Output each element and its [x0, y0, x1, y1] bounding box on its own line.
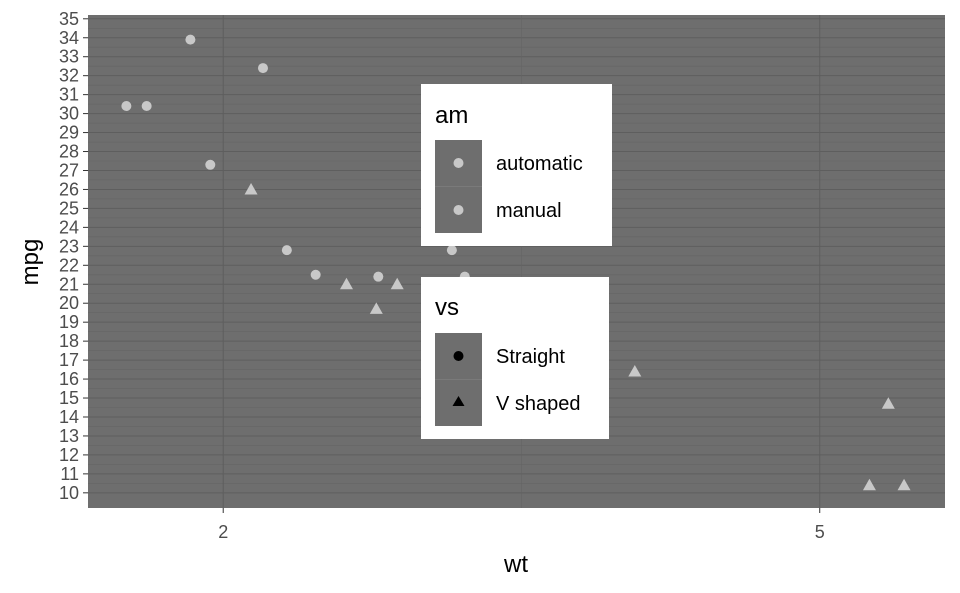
y-tick-label: 25	[59, 198, 79, 218]
y-tick-label: 16	[59, 369, 79, 389]
legend-am-title: am	[435, 102, 468, 129]
y-tick-label: 32	[59, 66, 79, 86]
y-tick-label: 22	[59, 255, 79, 275]
legend-am-key-manual-symbol	[453, 205, 464, 215]
y-tick-label: 21	[59, 274, 79, 294]
y-tick-label: 29	[59, 123, 79, 143]
data-point-triangle	[862, 478, 876, 491]
data-point-circle	[446, 245, 457, 256]
x-tick-label: 5	[815, 522, 825, 542]
data-point-triangle	[369, 302, 383, 314]
y-tick-label: 30	[59, 104, 79, 124]
data-point-circle	[373, 271, 384, 282]
data-point-circle	[121, 101, 132, 112]
legend-am-label-automatic: automatic	[496, 153, 583, 175]
data-point-triangle	[390, 277, 404, 290]
y-tick-label: 19	[59, 312, 79, 332]
data-point-circle	[257, 63, 268, 74]
y-tick-label: 26	[59, 179, 79, 199]
legend-vs-key-straight-symbol	[453, 351, 464, 361]
y-axis-title: mpg	[17, 239, 44, 286]
y-tick-label: 17	[59, 350, 79, 370]
y-tick-label: 31	[59, 85, 79, 105]
data-point-circle	[310, 269, 321, 280]
data-point-triangle	[628, 364, 642, 377]
data-point-triangle	[244, 182, 258, 195]
data-point-circle	[185, 34, 196, 45]
y-tick-label: 20	[59, 293, 79, 313]
data-point-triangle	[339, 277, 353, 290]
y-tick-label: 15	[59, 388, 79, 408]
y-tick-label: 10	[59, 483, 79, 503]
y-tick-label: 12	[59, 445, 79, 465]
data-point-circle	[141, 101, 152, 112]
legend-vs-title: vs	[435, 294, 459, 321]
legend-vs-label-straight: Straight	[496, 346, 565, 368]
data-point-circle	[205, 159, 216, 170]
legend-am-label-manual: manual	[496, 200, 562, 222]
legend-am: am automatic manual	[421, 84, 612, 246]
y-tick-label: 23	[59, 236, 79, 256]
y-tick-label: 28	[59, 142, 79, 162]
y-tick-label: 24	[59, 217, 79, 237]
data-point-triangle	[881, 397, 895, 409]
y-tick-label: 27	[59, 160, 79, 180]
y-tick-label: 18	[59, 331, 79, 351]
data-points	[121, 34, 911, 491]
y-axis: 1011121314151617181920212223242526272829…	[59, 9, 88, 503]
y-tick-label: 14	[59, 407, 79, 427]
legend-vs-label-vshaped: V shaped	[496, 393, 581, 415]
data-point-circle	[281, 245, 292, 256]
y-tick-label: 35	[59, 9, 79, 29]
legend-am-key-automatic-symbol	[453, 158, 464, 168]
y-tick-label: 13	[59, 426, 79, 446]
x-tick-label: 2	[218, 522, 228, 542]
data-point-triangle	[897, 478, 911, 491]
legend-vs: vs Straight V shaped	[421, 277, 609, 439]
legend-vs-key-vshaped-symbol	[452, 396, 465, 406]
y-tick-label: 11	[60, 464, 79, 484]
x-axis-title: wt	[503, 551, 528, 578]
y-tick-label: 33	[59, 47, 79, 67]
y-tick-label: 34	[59, 28, 79, 48]
